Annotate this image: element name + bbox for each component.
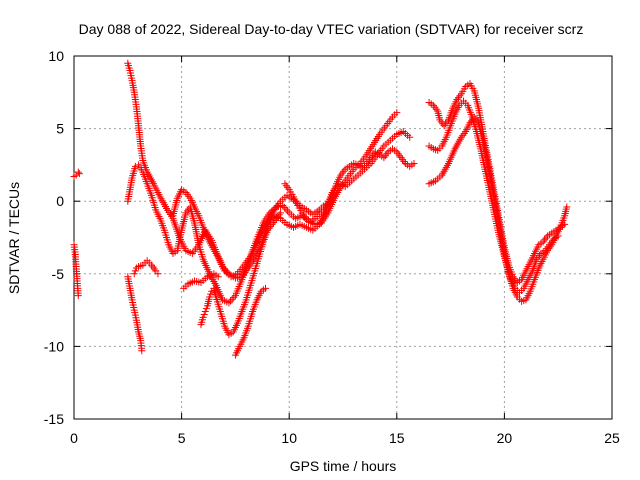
data-point [200,310,208,318]
y-tick-label: 10 [48,48,64,64]
chart-title: Day 088 of 2022, Sidereal Day-to-day VTE… [79,21,584,37]
plot-frame [73,55,613,420]
data-point [393,109,401,117]
data-point [284,207,292,215]
data-point [214,273,222,281]
data-point [74,292,82,300]
data-points [70,59,571,359]
x-tick-label: 25 [604,430,620,446]
x-tick-label: 5 [178,430,186,446]
data-point [410,159,418,167]
data-point [202,305,210,313]
x-tick-label: 20 [497,430,513,446]
x-tick-label: 0 [70,430,78,446]
data-point [223,268,231,276]
data-point [282,205,290,213]
data-point [138,347,146,355]
data-point [218,263,226,271]
data-point [201,308,209,316]
data-point [228,295,236,303]
y-axis-label: SDTVAR / TECUs [6,182,22,294]
data-point [206,293,214,301]
data-point [230,293,238,301]
data-point [227,297,235,305]
y-tick-label: 5 [56,121,64,137]
data-point [225,299,233,307]
x-tick-label: 15 [389,430,405,446]
data-point [280,203,288,211]
data-point [222,266,230,274]
data-point [563,203,571,211]
data-point [154,270,162,278]
x-tick-label: 10 [281,430,297,446]
data-point [74,168,82,176]
y-tick-label: -5 [52,266,65,282]
data-point [406,133,414,141]
y-tick-label: -10 [44,338,64,354]
data-point [75,170,83,178]
data-point [199,313,207,321]
data-point [220,264,228,272]
x-axis-label: GPS time / hours [290,458,397,474]
y-tick-label: 0 [56,193,64,209]
data-point [131,162,139,170]
data-point [131,267,139,275]
data-point [207,290,215,298]
y-tick-label: -15 [44,411,64,427]
data-point [277,209,285,217]
data-point [262,284,270,292]
data-point [130,270,138,278]
